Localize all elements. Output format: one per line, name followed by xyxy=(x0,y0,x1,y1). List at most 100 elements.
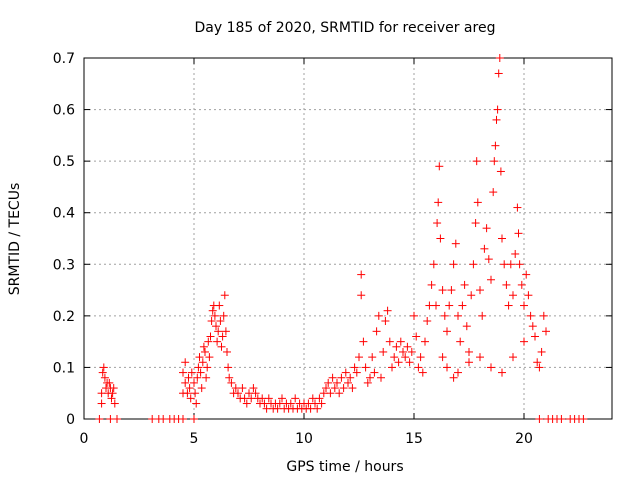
data-point xyxy=(379,347,388,356)
data-point xyxy=(434,198,443,207)
data-point xyxy=(537,347,546,356)
data-point xyxy=(225,373,234,382)
data-point xyxy=(204,337,213,346)
data-point xyxy=(192,399,201,408)
data-point xyxy=(218,332,227,341)
data-point xyxy=(251,389,260,398)
data-point xyxy=(423,317,432,326)
data-point xyxy=(517,280,526,289)
data-point xyxy=(462,322,471,331)
data-point xyxy=(361,363,370,372)
data-point xyxy=(368,353,377,362)
data-point xyxy=(484,255,493,264)
data-point xyxy=(313,404,322,413)
data-point xyxy=(445,301,454,310)
data-point xyxy=(187,368,196,377)
data-point xyxy=(443,327,451,336)
data-point xyxy=(197,384,206,393)
data-point xyxy=(98,368,107,377)
data-point xyxy=(418,368,427,377)
data-point xyxy=(315,394,324,403)
data-point xyxy=(109,384,118,393)
data-point xyxy=(454,368,462,377)
data-point xyxy=(504,301,513,310)
data-point xyxy=(328,373,337,382)
data-point xyxy=(414,363,423,372)
data-point xyxy=(390,353,399,362)
data-point xyxy=(438,353,447,362)
data-point xyxy=(224,363,233,372)
data-point xyxy=(374,311,383,320)
data-point xyxy=(399,347,407,356)
data-point xyxy=(372,327,381,336)
data-point xyxy=(478,311,487,320)
data-point xyxy=(357,291,366,300)
data-point xyxy=(531,332,539,341)
data-point xyxy=(113,415,121,423)
data-point xyxy=(179,415,187,423)
data-point xyxy=(535,415,544,423)
data-point xyxy=(97,399,106,408)
x-axis-label: GPS time / hours xyxy=(286,459,403,475)
data-point xyxy=(190,378,198,387)
data-point xyxy=(524,291,533,300)
data-point xyxy=(219,311,228,320)
data-point xyxy=(522,270,531,279)
data-point xyxy=(388,363,396,372)
x-tick-label: 5 xyxy=(190,431,199,447)
grid xyxy=(84,58,612,419)
data-point xyxy=(196,368,205,377)
data-point xyxy=(579,415,588,423)
data-point xyxy=(238,384,247,393)
data-point xyxy=(509,353,517,362)
data-point xyxy=(202,373,211,382)
x-tick-label: 15 xyxy=(405,431,423,447)
data-point xyxy=(472,157,481,166)
data-point xyxy=(366,373,374,382)
data-point xyxy=(469,260,478,269)
data-point xyxy=(493,105,502,114)
data-point xyxy=(221,327,230,336)
data-point xyxy=(520,301,528,310)
data-point xyxy=(210,311,219,320)
data-point xyxy=(526,311,535,320)
data-point xyxy=(194,363,203,372)
data-point xyxy=(432,301,440,310)
data-point xyxy=(214,327,223,336)
data-point xyxy=(181,378,190,387)
data-point xyxy=(465,347,473,356)
data-point xyxy=(533,358,542,367)
data-point xyxy=(490,157,499,166)
data-point xyxy=(383,306,392,315)
data-point xyxy=(456,337,465,346)
data-point xyxy=(539,311,548,320)
data-point xyxy=(339,384,348,393)
data-point xyxy=(242,399,251,408)
data-point xyxy=(460,280,469,289)
data-point xyxy=(217,342,226,351)
data-point xyxy=(471,219,480,228)
data-point xyxy=(227,378,236,387)
y-tick-label: 0.5 xyxy=(53,154,75,170)
data-point xyxy=(496,167,505,176)
data-point xyxy=(363,378,372,387)
data-point xyxy=(405,358,414,367)
data-point xyxy=(394,358,403,367)
data-point xyxy=(492,115,501,124)
x-tick-label: 10 xyxy=(295,431,313,447)
data-point xyxy=(110,399,119,408)
data-point xyxy=(359,337,368,346)
data-point xyxy=(467,291,476,300)
data-point xyxy=(234,389,242,398)
data-point xyxy=(449,373,458,382)
data-point xyxy=(392,342,401,351)
data-point xyxy=(357,270,366,279)
data-point xyxy=(473,198,482,207)
data-point xyxy=(509,291,517,300)
data-point xyxy=(335,389,344,398)
x-tick-label: 20 xyxy=(515,431,533,447)
data-point xyxy=(491,141,500,150)
data-point xyxy=(520,337,528,346)
data-point xyxy=(494,69,503,78)
data-point xyxy=(184,373,193,382)
